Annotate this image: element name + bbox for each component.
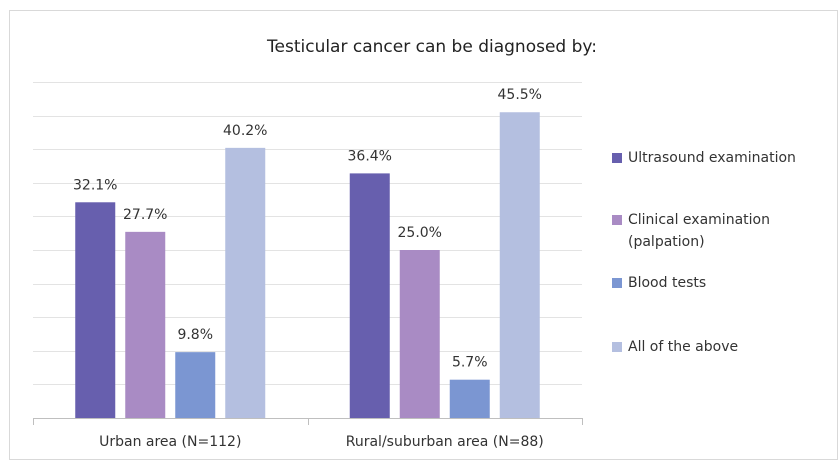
legend-swatch bbox=[612, 278, 622, 288]
bar bbox=[449, 379, 490, 418]
legend-label: Clinical examination (palpation) bbox=[628, 212, 770, 250]
legend-swatch bbox=[612, 215, 622, 225]
legend-item: Ultrasound examination bbox=[612, 147, 817, 169]
data-label: 36.4% bbox=[348, 148, 392, 164]
bar bbox=[75, 202, 116, 418]
legend-swatch bbox=[612, 342, 622, 352]
chart-title: Testicular cancer can be diagnosed by: bbox=[266, 37, 597, 57]
legend-label: All of the above bbox=[628, 339, 739, 355]
data-label: 45.5% bbox=[498, 87, 542, 103]
bar bbox=[499, 112, 540, 419]
legend-item: All of the above bbox=[612, 336, 817, 358]
bar bbox=[225, 147, 266, 418]
data-label: 9.8% bbox=[177, 327, 213, 343]
bar bbox=[175, 352, 216, 418]
legend-label: Blood tests bbox=[628, 275, 707, 291]
data-label: 27.7% bbox=[123, 207, 167, 223]
legend-item: Clinical examination (palpation) bbox=[612, 209, 817, 253]
bar bbox=[399, 250, 440, 418]
bar bbox=[349, 173, 390, 418]
x-tick-label: Urban area (N=112) bbox=[99, 434, 241, 450]
bar bbox=[125, 231, 166, 418]
data-label: 32.1% bbox=[73, 177, 117, 193]
legend-item: Blood tests bbox=[612, 272, 817, 294]
data-label: 25.0% bbox=[398, 225, 442, 241]
legend-swatch bbox=[612, 153, 622, 163]
data-label: 40.2% bbox=[223, 123, 267, 139]
x-tick-label: Rural/suburban area (N=88) bbox=[346, 434, 544, 450]
legend-label: Ultrasound examination bbox=[628, 150, 796, 166]
data-label: 5.7% bbox=[452, 355, 488, 371]
